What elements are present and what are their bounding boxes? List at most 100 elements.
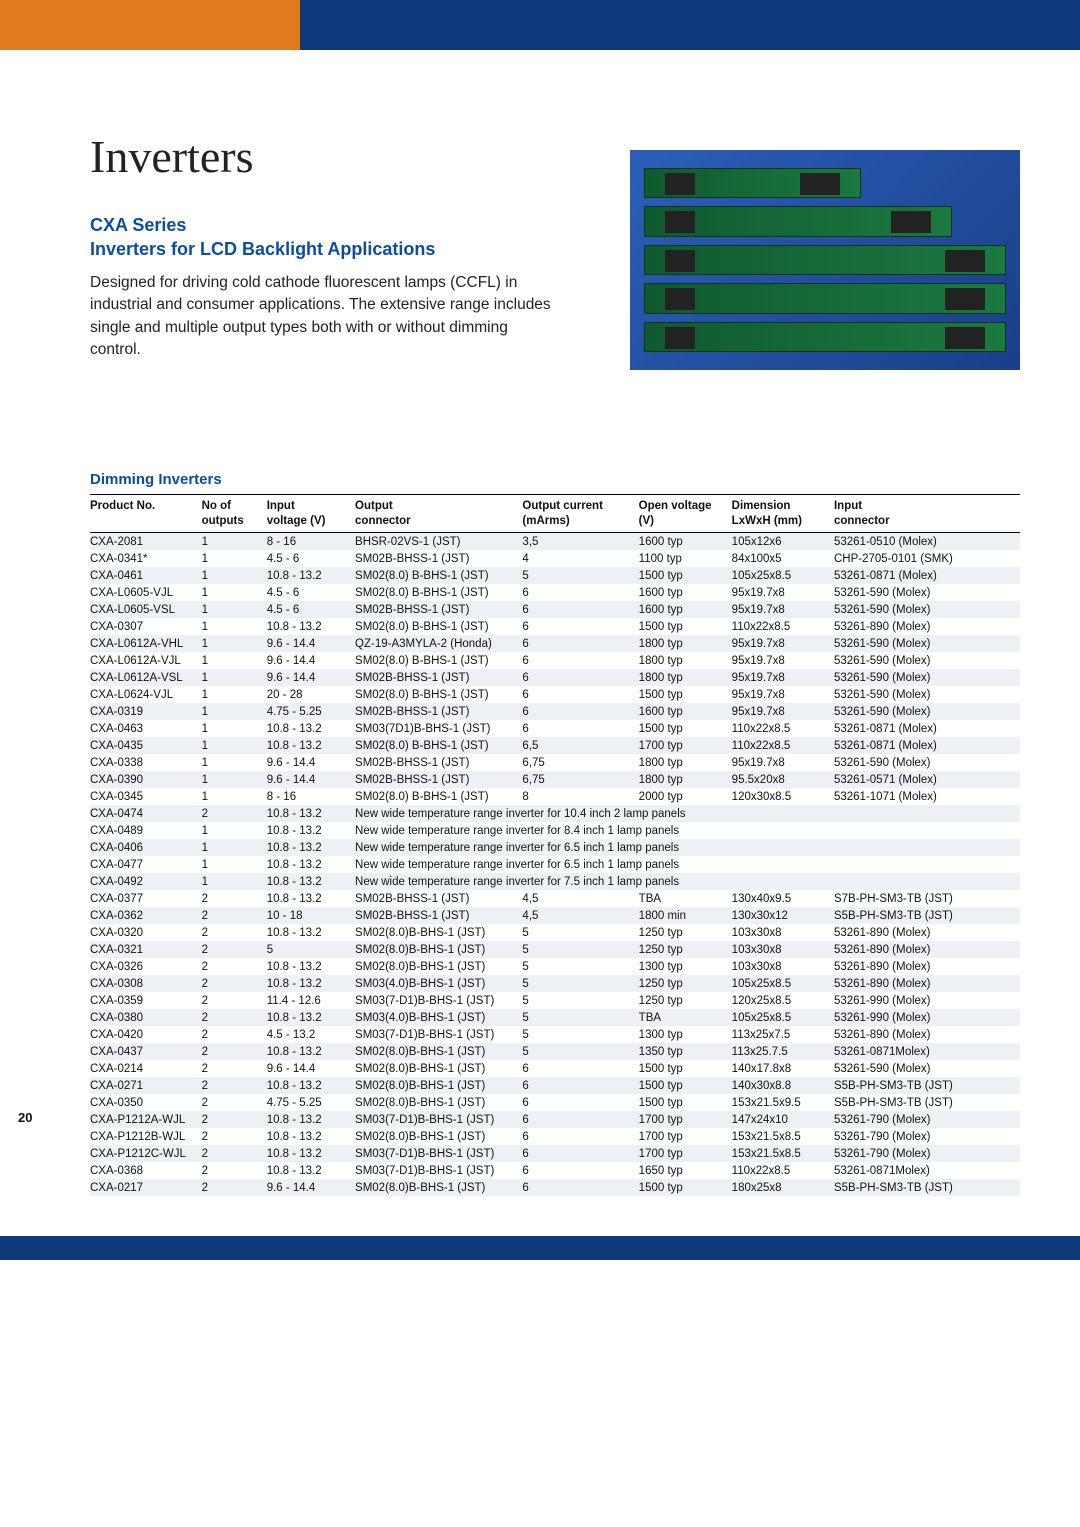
cell: CXA-0321 xyxy=(90,941,202,958)
cell: CXA-0362 xyxy=(90,907,202,924)
cell: 10.8 - 13.2 xyxy=(267,1077,355,1094)
cell: 1800 min xyxy=(639,907,732,924)
table-row: CXA-L0612A-VJL19.6 - 14.4SM02(8.0) B-BHS… xyxy=(90,652,1020,669)
cell: 6 xyxy=(522,1060,638,1077)
cell: CXA-0368 xyxy=(90,1162,202,1179)
cell: 53261-1071 (Molex) xyxy=(834,788,1020,805)
cell: 3,5 xyxy=(522,533,638,551)
cell: 1 xyxy=(202,737,267,754)
table-row: CXA-L0605-VJL14.5 - 6SM02(8.0) B-BHS-1 (… xyxy=(90,584,1020,601)
cell: CXA-P1212C-WJL xyxy=(90,1145,202,1162)
cell: 11.4 - 12.6 xyxy=(267,992,355,1009)
cell: 2 xyxy=(202,1060,267,1077)
cell: 6,75 xyxy=(522,771,638,788)
cell: 6 xyxy=(522,703,638,720)
cell: CXA-0319 xyxy=(90,703,202,720)
cell: S7B-PH-SM3-TB (JST) xyxy=(834,890,1020,907)
cell: 1250 typ xyxy=(639,992,732,1009)
cell: 1650 typ xyxy=(639,1162,732,1179)
cell: QZ-19-A3MYLA-2 (Honda) xyxy=(355,635,522,652)
cell: 20 - 28 xyxy=(267,686,355,703)
table-row: CXA-L0624-VJL120 - 28SM02(8.0) B-BHS-1 (… xyxy=(90,686,1020,703)
cell: 53261-0871 (Molex) xyxy=(834,737,1020,754)
cell: CXA-L0605-VSL xyxy=(90,601,202,618)
cell: 6 xyxy=(522,635,638,652)
cell: 1500 typ xyxy=(639,686,732,703)
cell: SM02B-BHSS-1 (JST) xyxy=(355,601,522,618)
cell: 1500 typ xyxy=(639,720,732,737)
cell: 1800 typ xyxy=(639,669,732,686)
col-header-6: DimensionLxWxH (mm) xyxy=(732,495,834,533)
cell: 10.8 - 13.2 xyxy=(267,720,355,737)
cell: 5 xyxy=(522,992,638,1009)
table-row: CXA-0308210.8 - 13.2SM03(4.0)B-BHS-1 (JS… xyxy=(90,975,1020,992)
table-header: Product No.No ofoutputsInputvoltage (V)O… xyxy=(90,495,1020,533)
cell: CHP-2705-0101 (SMK) xyxy=(834,550,1020,567)
cell: CXA-0492 xyxy=(90,873,202,890)
cell: SM03(7-D1)B-BHS-1 (JST) xyxy=(355,1145,522,1162)
table-row: CXA-P1212A-WJL210.8 - 13.2SM03(7-D1)B-BH… xyxy=(90,1111,1020,1128)
table-row: CXA-0362210 - 18SM02B-BHSS-1 (JST)4,5180… xyxy=(90,907,1020,924)
table-row: CXA-039019.6 - 14.4SM02B-BHSS-1 (JST)6,7… xyxy=(90,771,1020,788)
cell: CXA-0377 xyxy=(90,890,202,907)
cell: CXA-L0624-VJL xyxy=(90,686,202,703)
table-row: CXA-031914.75 - 5.25SM02B-BHSS-1 (JST)61… xyxy=(90,703,1020,720)
cell: 9.6 - 14.4 xyxy=(267,669,355,686)
cell: 1600 typ xyxy=(639,533,732,551)
cell: CXA-2081 xyxy=(90,533,202,551)
table-row: CXA-0489110.8 - 13.2New wide temperature… xyxy=(90,822,1020,839)
cell: 2 xyxy=(202,805,267,822)
cell: 8 - 16 xyxy=(267,788,355,805)
cell: CXA-0474 xyxy=(90,805,202,822)
table-row: CXA-0437210.8 - 13.2SM02(8.0)B-BHS-1 (JS… xyxy=(90,1043,1020,1060)
cell: 53261-890 (Molex) xyxy=(834,941,1020,958)
cell: 9.6 - 14.4 xyxy=(267,635,355,652)
cell: SM02B-BHSS-1 (JST) xyxy=(355,703,522,720)
cell: SM02(8.0) B-BHS-1 (JST) xyxy=(355,686,522,703)
cell: 95x19.7x8 xyxy=(732,584,834,601)
cell: SM03(7-D1)B-BHS-1 (JST) xyxy=(355,1162,522,1179)
cell: 6 xyxy=(522,584,638,601)
cell: 10.8 - 13.2 xyxy=(267,618,355,635)
cell: 9.6 - 14.4 xyxy=(267,771,355,788)
cell: 103x30x8 xyxy=(732,924,834,941)
cell: SM03(7-D1)B-BHS-1 (JST) xyxy=(355,1026,522,1043)
top-bar xyxy=(0,0,1080,50)
cell: CXA-0308 xyxy=(90,975,202,992)
product-photo xyxy=(630,150,1020,370)
cell: 53261-590 (Molex) xyxy=(834,703,1020,720)
cell: 9.6 - 14.4 xyxy=(267,652,355,669)
cell: 2000 typ xyxy=(639,788,732,805)
cell: 6 xyxy=(522,618,638,635)
cell: 95x19.7x8 xyxy=(732,686,834,703)
cell: 2 xyxy=(202,890,267,907)
cell: 6 xyxy=(522,686,638,703)
cell: 1 xyxy=(202,601,267,618)
cell: 53261-0571 (Molex) xyxy=(834,771,1020,788)
cell: CXA-0217 xyxy=(90,1179,202,1196)
cell: SM02(8.0)B-BHS-1 (JST) xyxy=(355,924,522,941)
cell: TBA xyxy=(639,890,732,907)
col-header-3: Outputconnector xyxy=(355,495,522,533)
cell: 53261-590 (Molex) xyxy=(834,1060,1020,1077)
cell: 1250 typ xyxy=(639,941,732,958)
cell: 10.8 - 13.2 xyxy=(267,873,355,890)
cell: CXA-0380 xyxy=(90,1009,202,1026)
cell: 2 xyxy=(202,1094,267,1111)
table-row: CXA-0326210.8 - 13.2SM02(8.0)B-BHS-1 (JS… xyxy=(90,958,1020,975)
cell: 10.8 - 13.2 xyxy=(267,958,355,975)
cell: CXA-L0612A-VHL xyxy=(90,635,202,652)
cell: SM02(8.0) B-BHS-1 (JST) xyxy=(355,788,522,805)
series-subtitle: CXA Series Inverters for LCD Backlight A… xyxy=(90,213,560,262)
cell: 53261-590 (Molex) xyxy=(834,635,1020,652)
cell: 4.5 - 6 xyxy=(267,584,355,601)
cell: 1 xyxy=(202,550,267,567)
table-row: CXA-035024.75 - 5.25SM02(8.0)B-BHS-1 (JS… xyxy=(90,1094,1020,1111)
table-row: CXA-042024.5 - 13.2SM03(7-D1)B-BHS-1 (JS… xyxy=(90,1026,1020,1043)
cell: SM02B-BHSS-1 (JST) xyxy=(355,754,522,771)
cell: 1250 typ xyxy=(639,975,732,992)
cell: 1700 typ xyxy=(639,1111,732,1128)
cell: SM02(8.0)B-BHS-1 (JST) xyxy=(355,941,522,958)
cell: 1 xyxy=(202,771,267,788)
cell: 10.8 - 13.2 xyxy=(267,839,355,856)
